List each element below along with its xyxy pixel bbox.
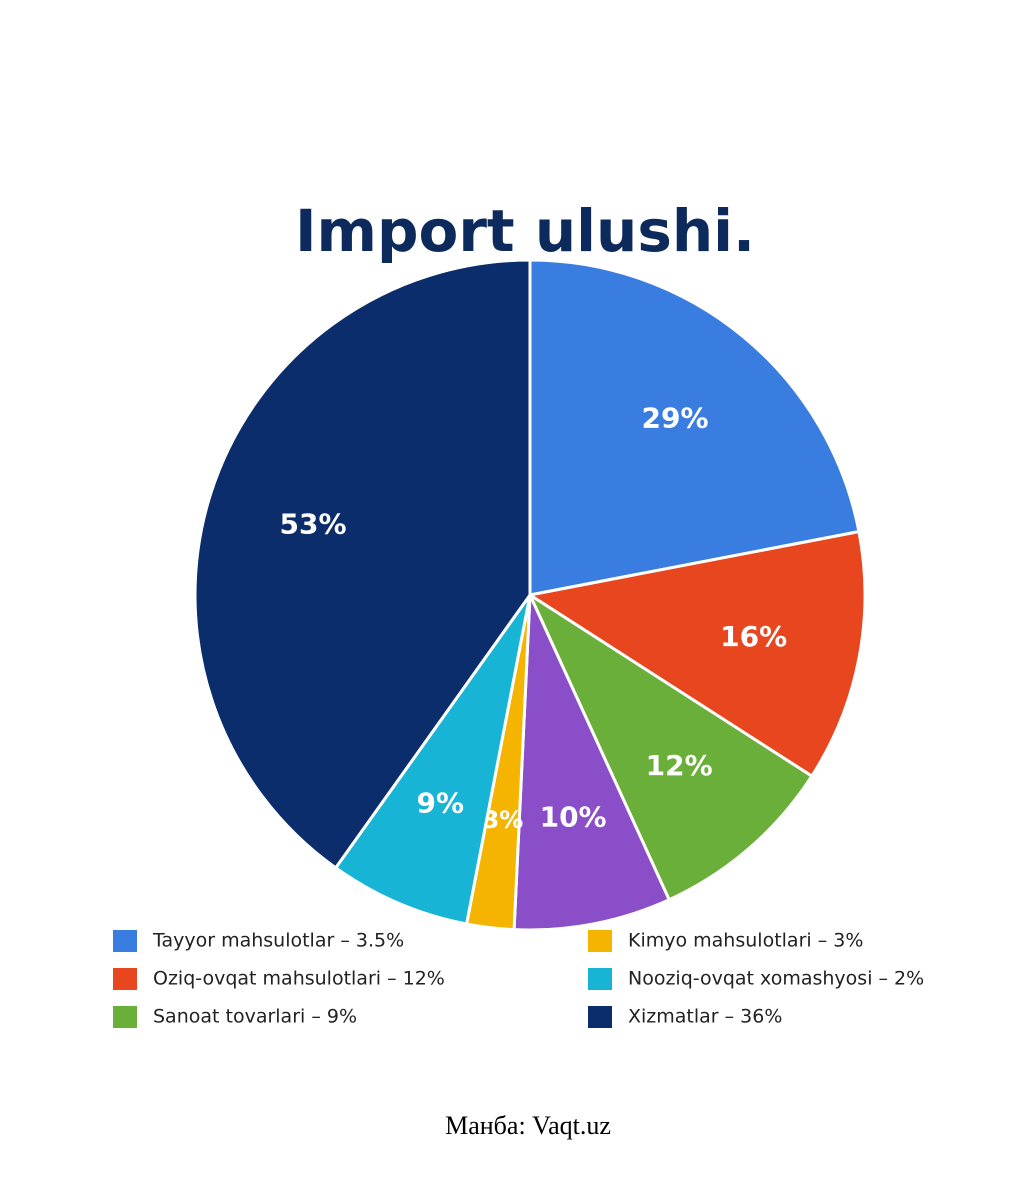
chart-title: Import ulushi.: [295, 197, 755, 265]
pie-slice: [526, 529, 867, 779]
legend-swatch: [113, 1006, 137, 1028]
legend-label: Xizmatlar – 36%: [628, 1006, 782, 1028]
legend-swatch: [113, 930, 137, 952]
data-label: 29%: [642, 401, 709, 434]
legend-label: Oziq-ovqat mahsulotlari – 12%: [153, 968, 445, 990]
legend-label: Nooziq-ovqat xomashyosi – 2%: [628, 968, 924, 990]
legend-label: Sanoat tovarlari – 9%: [153, 1006, 357, 1028]
pie-slice: [526, 590, 814, 902]
legend-swatch: [588, 968, 612, 990]
legend-swatch: [113, 968, 137, 990]
data-label: 16%: [720, 620, 787, 653]
pie-slice: [528, 258, 861, 597]
source: Манба: Vaqt.uz: [445, 1111, 611, 1140]
legend-swatch: [588, 930, 612, 952]
data-label: 10%: [540, 801, 607, 834]
pie-slice: [512, 594, 672, 932]
legend-label: Kimyo mahsulotlari – 3%: [628, 930, 863, 952]
data-label: 9%: [417, 786, 465, 819]
data-label: 12%: [646, 749, 713, 782]
data-label: 53%: [280, 508, 347, 541]
pie-slice: [333, 594, 532, 926]
legend-swatch: [588, 1006, 612, 1028]
pie-slice: [193, 258, 532, 870]
legend-label: Tayyor mahsulotlar – 3.5%: [152, 930, 404, 952]
